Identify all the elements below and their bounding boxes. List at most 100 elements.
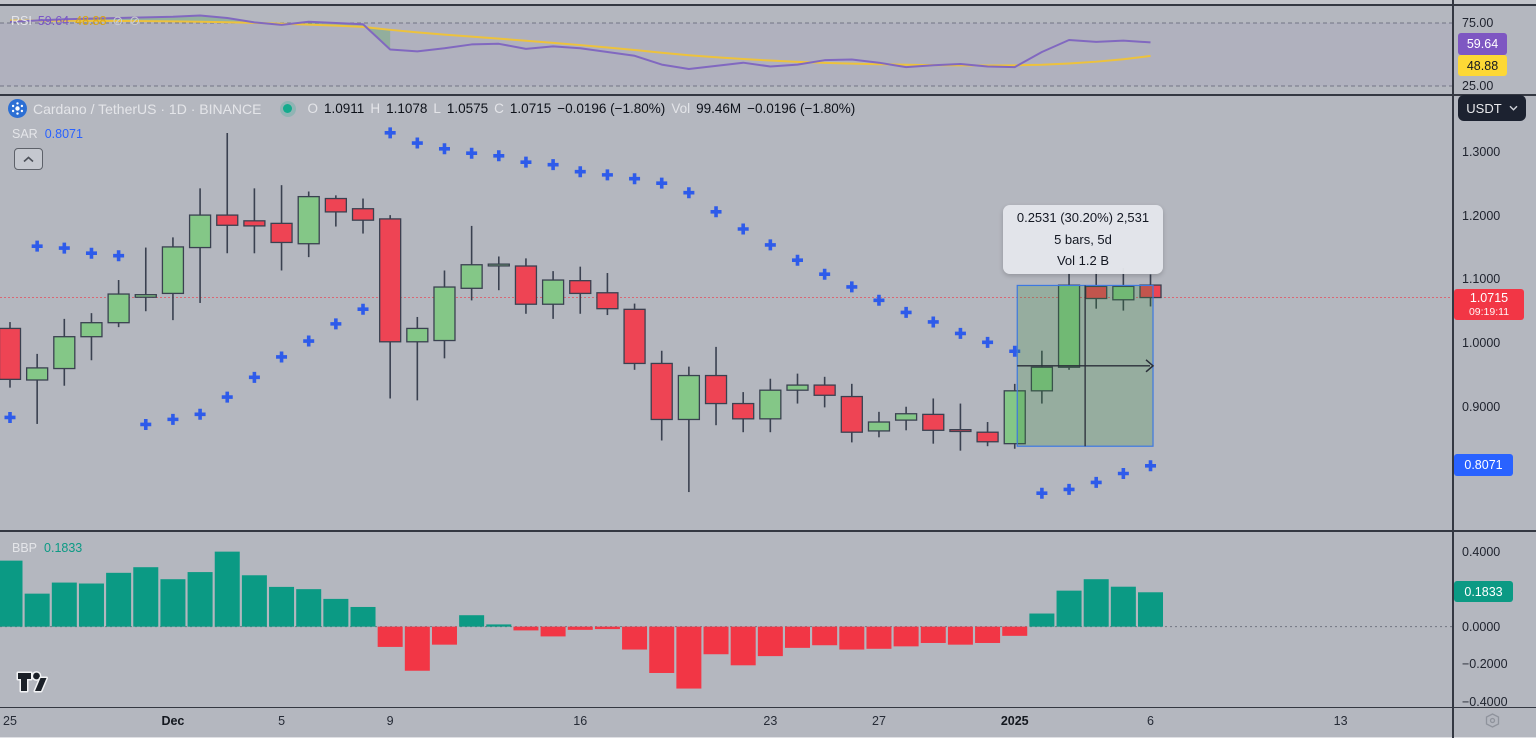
- rsi-value: 59.64: [37, 14, 70, 28]
- sar-dot: [927, 316, 939, 328]
- candle: [270, 222, 293, 244]
- rsi-line: [9, 19, 1151, 67]
- measure-bars: 5 bars, 5d: [1054, 231, 1112, 247]
- sar-dot: [1145, 460, 1157, 472]
- sar-dot: [466, 147, 478, 159]
- candle: [406, 327, 429, 343]
- sar-dot: [438, 143, 450, 155]
- top-border: [0, 4, 1536, 6]
- bbp-bar: [594, 626, 620, 630]
- candle: [541, 279, 565, 305]
- sar-value-badge: 0.8071: [1454, 454, 1513, 476]
- candle: [26, 367, 49, 381]
- sar-dot: [411, 137, 423, 149]
- candle: [840, 395, 863, 433]
- rsi-line: [9, 14, 1151, 70]
- main-bbp-divider[interactable]: [0, 530, 1536, 532]
- price-axis-label: 25.00: [1462, 79, 1494, 93]
- bbp-bar: [241, 575, 267, 627]
- candle: [1030, 366, 1054, 392]
- rsi-value-badge: 59.64: [1458, 33, 1507, 55]
- rsi-ma-value-badge: 48.88: [1458, 55, 1507, 76]
- last-price-badge: 1.0715 09:19:11: [1454, 289, 1524, 320]
- bbp-bar: [1083, 579, 1109, 627]
- indicator-hidden-icon[interactable]: ⊘: [129, 13, 141, 28]
- currency-unit-button[interactable]: USDT: [1458, 95, 1526, 121]
- symbol-legend: Cardano / TetherUS · 1D · BINANCE O 1.09…: [8, 99, 855, 118]
- sar-dot: [248, 371, 260, 383]
- candle: [650, 362, 673, 421]
- bbp-bar: [1138, 592, 1164, 627]
- bbp-bar: [540, 626, 566, 637]
- chevron-down-icon: [1509, 105, 1518, 111]
- sar-dot: [384, 127, 396, 139]
- price-axis-label: 75.00: [1462, 16, 1494, 30]
- bbp-bar: [187, 572, 213, 627]
- market-status-dot[interactable]: [279, 100, 296, 117]
- sar-dot: [791, 254, 803, 266]
- candle: [949, 429, 972, 433]
- sar-dot: [330, 318, 342, 330]
- candle: [161, 246, 185, 295]
- measure-arrowhead: [1145, 359, 1155, 373]
- indicator-hidden-icon[interactable]: ⊘: [112, 13, 124, 28]
- sar-dot: [710, 206, 722, 218]
- candle: [813, 384, 836, 396]
- sar-dot: [547, 159, 559, 171]
- price-axis-label: 1.3000: [1462, 145, 1501, 160]
- sar-dot: [737, 223, 749, 235]
- bbp-timeaxis-divider: [0, 706, 1536, 708]
- bbp-bar: [51, 582, 77, 627]
- candle: [732, 402, 755, 420]
- bbp-bar: [459, 615, 485, 627]
- volume-change-value: −0.0196 (−1.80%): [747, 101, 856, 116]
- sar-label: SAR: [12, 127, 38, 141]
- candle: [134, 294, 157, 298]
- price-axis-label: 1.1000: [1462, 272, 1501, 287]
- price-axis-label: 0.4000: [1462, 544, 1501, 559]
- candle: [0, 327, 22, 381]
- sar-dot: [873, 294, 885, 306]
- rsi-main-divider[interactable]: [0, 94, 1536, 96]
- bbp-bar: [106, 572, 132, 627]
- bbp-bar: [323, 598, 349, 627]
- candle: [704, 374, 728, 405]
- bbp-value: 0.1833: [44, 541, 83, 555]
- candle: [188, 214, 212, 249]
- sar-value: 0.8071: [44, 127, 83, 141]
- price-axis-label: −0.2000: [1462, 657, 1508, 672]
- candle: [677, 374, 701, 421]
- candle: [53, 336, 76, 370]
- tradingview-logo[interactable]: [15, 668, 49, 701]
- bbp-label: BBP: [12, 541, 38, 555]
- symbol-title[interactable]: Cardano / TetherUS · 1D · BINANCE: [33, 100, 262, 117]
- sar-dot: [900, 306, 912, 318]
- bbp-bar: [350, 606, 376, 627]
- sar-dot: [683, 187, 695, 199]
- candle: [243, 220, 266, 227]
- sar-legend: SAR 0.8071: [12, 127, 83, 141]
- sar-dot: [1117, 467, 1129, 479]
- price-axis-label: 1.0000: [1462, 336, 1501, 351]
- bbp-bar: [1002, 626, 1028, 636]
- axis-settings-gear-icon[interactable]: [1484, 712, 1501, 734]
- bbp-bar: [269, 586, 295, 627]
- sar-dot: [656, 177, 668, 189]
- cardano-logo-icon[interactable]: [8, 99, 27, 118]
- sar-dot: [221, 391, 233, 403]
- candle: [569, 280, 592, 295]
- chevron-up-icon: [23, 155, 34, 162]
- time-axis-label: 5: [278, 714, 286, 728]
- bbp-legend: BBP 0.1833: [12, 541, 82, 555]
- bbp-bar: [513, 626, 539, 631]
- volume-label: Vol: [671, 101, 691, 116]
- bbp-bar: [377, 626, 403, 647]
- candle: [867, 421, 891, 432]
- sar-dot: [520, 156, 532, 168]
- sar-dot: [303, 335, 315, 347]
- bbp-bar: [866, 626, 892, 649]
- candle: [379, 218, 402, 343]
- collapse-legend-button[interactable]: [14, 148, 43, 170]
